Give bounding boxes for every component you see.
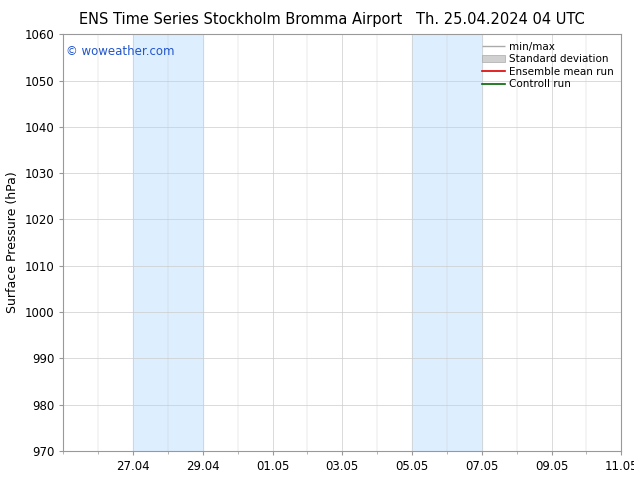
Text: ENS Time Series Stockholm Bromma Airport: ENS Time Series Stockholm Bromma Airport xyxy=(79,12,403,27)
Legend: min/max, Standard deviation, Ensemble mean run, Controll run: min/max, Standard deviation, Ensemble me… xyxy=(480,40,616,92)
Bar xyxy=(133,34,203,451)
Text: Th. 25.04.2024 04 UTC: Th. 25.04.2024 04 UTC xyxy=(417,12,585,27)
Bar xyxy=(412,34,447,451)
Y-axis label: Surface Pressure (hPa): Surface Pressure (hPa) xyxy=(6,172,19,314)
Bar xyxy=(447,34,482,451)
Text: © woweather.com: © woweather.com xyxy=(66,45,175,58)
